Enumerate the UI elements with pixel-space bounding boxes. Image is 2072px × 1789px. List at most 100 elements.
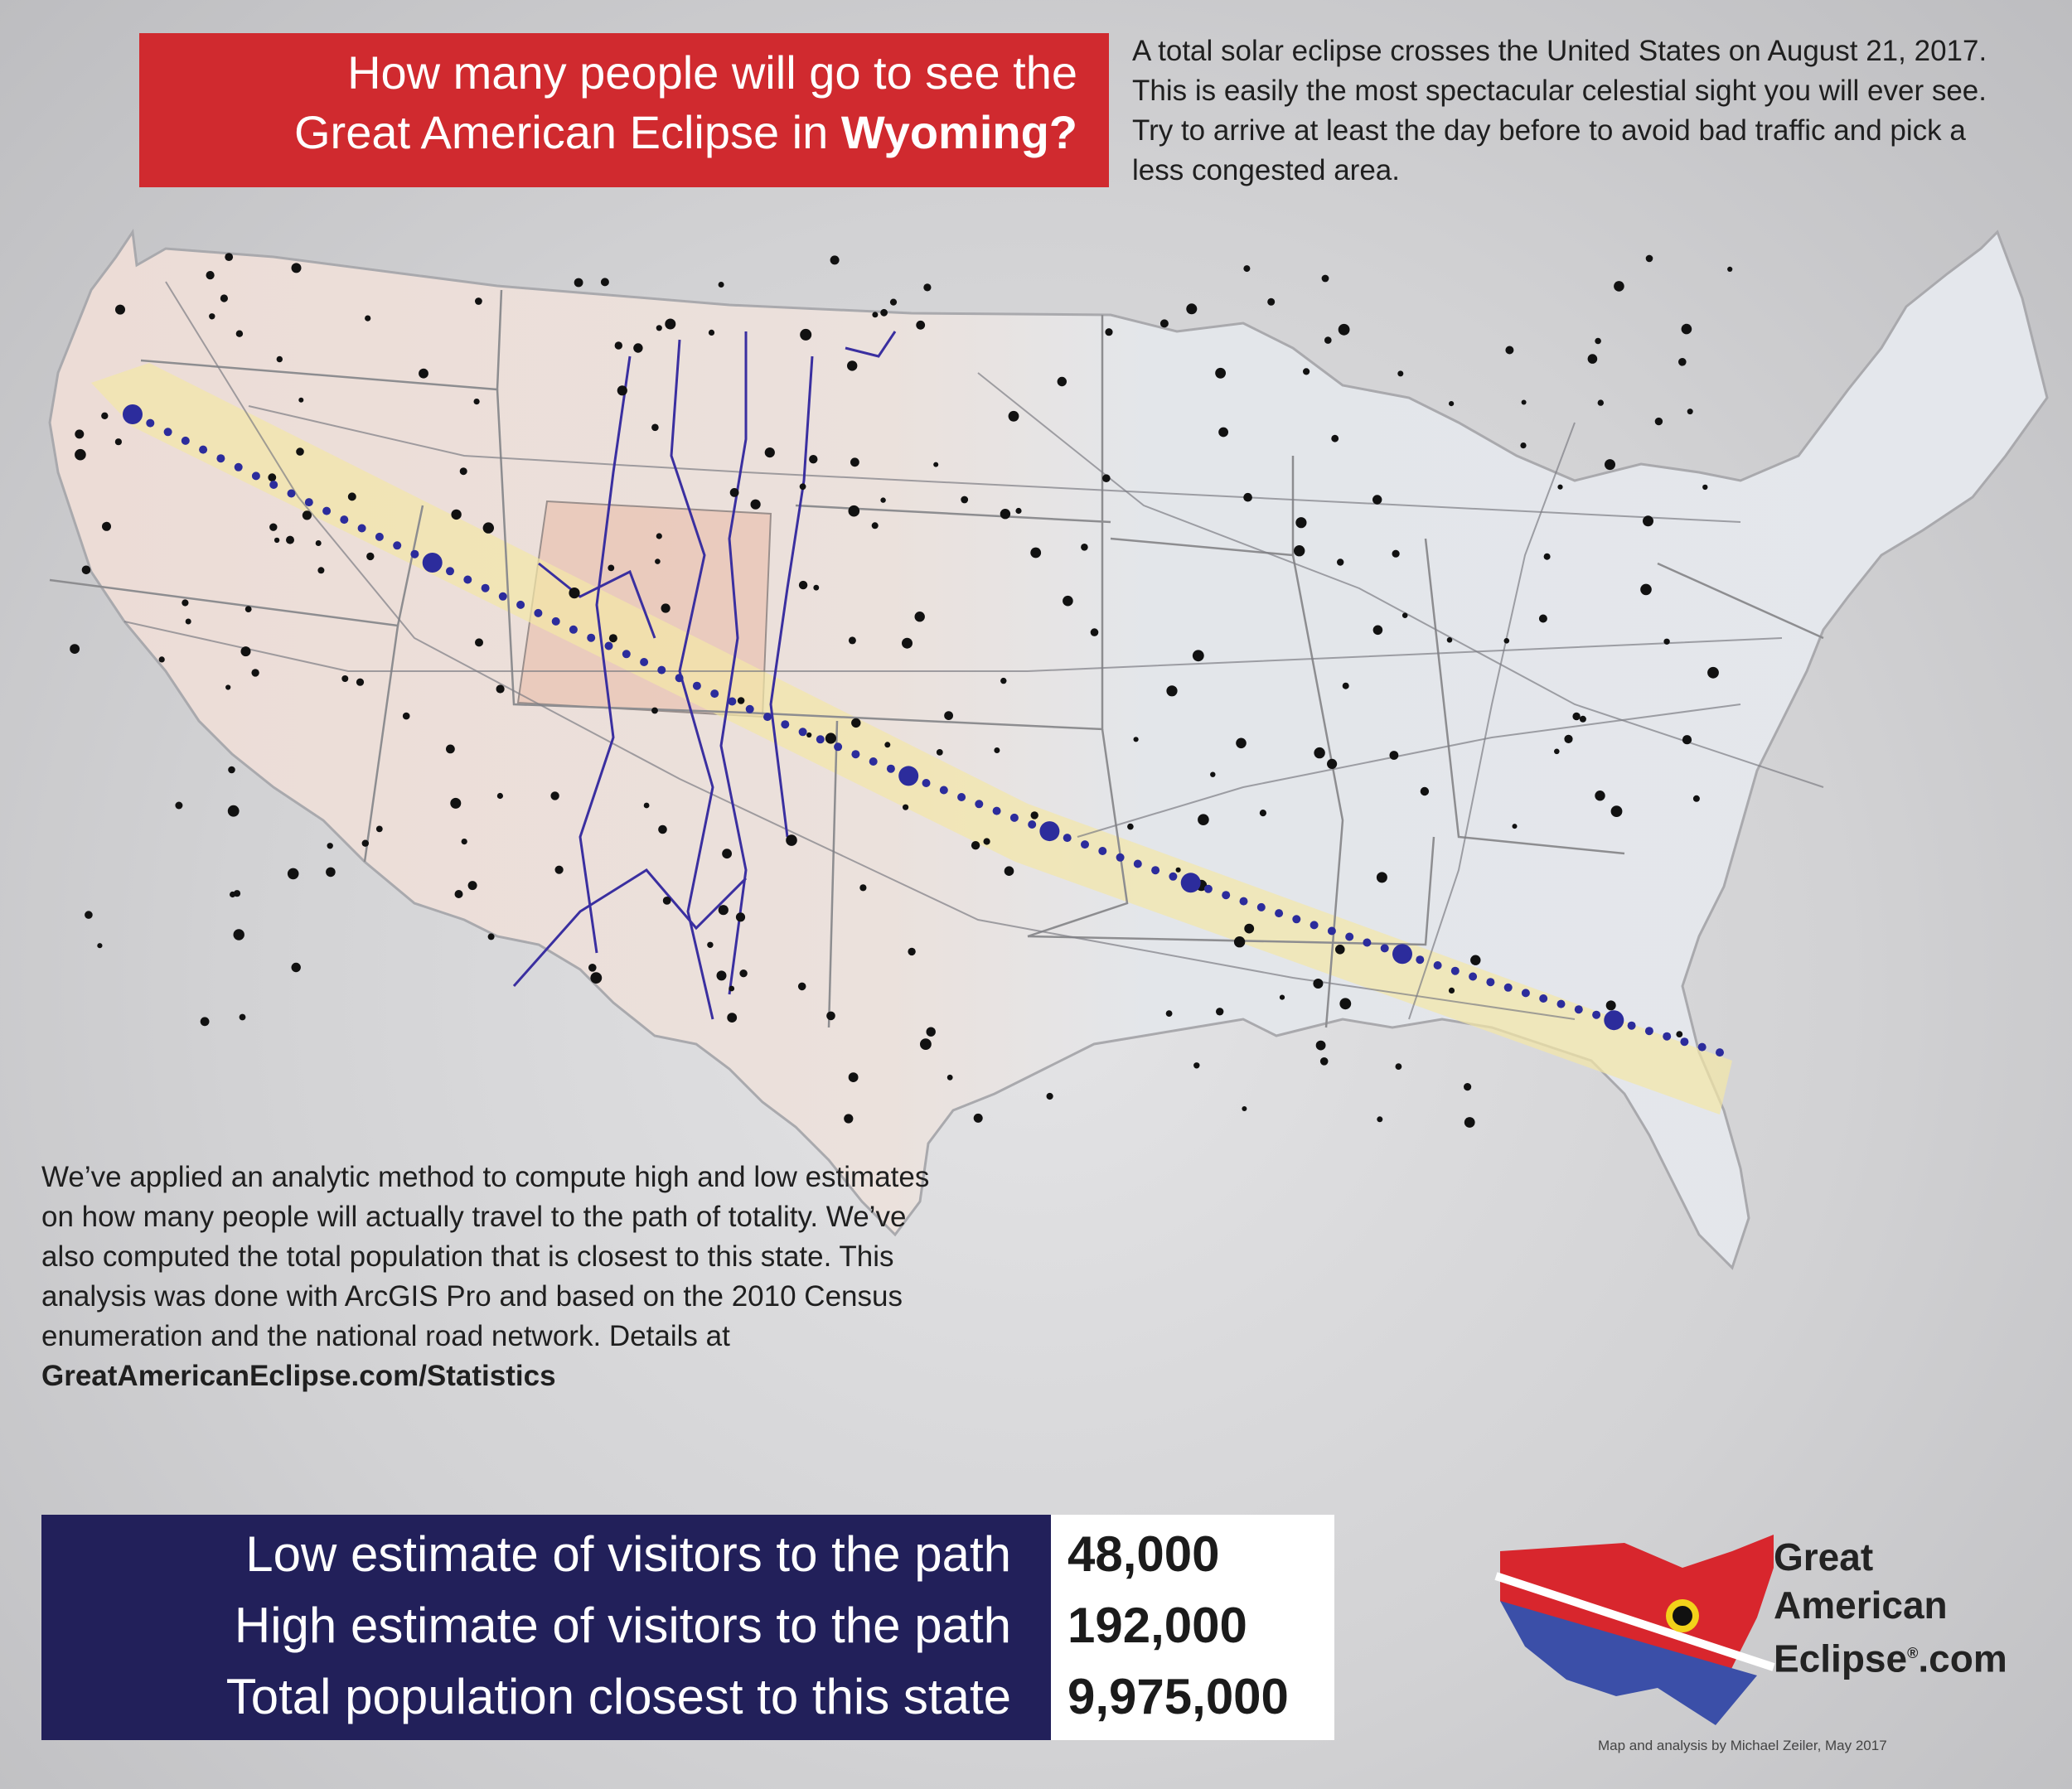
city-dot xyxy=(158,656,165,663)
city-dot xyxy=(496,684,505,694)
totality-path-dot xyxy=(1180,873,1201,893)
city-dot xyxy=(651,707,658,714)
city-dot xyxy=(1015,507,1022,515)
totality-path-dot xyxy=(604,641,613,650)
city-dot xyxy=(750,499,761,510)
totality-path-dot xyxy=(1680,1037,1689,1047)
city-dot xyxy=(707,941,714,948)
totality-path-dot xyxy=(251,471,260,481)
totality-path-dot xyxy=(1169,872,1178,881)
city-dot xyxy=(496,792,504,800)
city-dot xyxy=(1315,1040,1326,1051)
totality-path-dot xyxy=(340,515,349,525)
city-dot xyxy=(291,962,301,973)
city-dot xyxy=(994,747,1000,753)
totality-path-dot xyxy=(798,728,807,737)
totality-path-dot xyxy=(640,658,649,666)
totality-path-dot xyxy=(375,532,384,541)
city-dot xyxy=(798,580,808,590)
city-dot xyxy=(1008,410,1019,422)
city-dot xyxy=(809,455,818,464)
city-dot xyxy=(475,638,483,647)
totality-path-dot xyxy=(675,674,684,683)
city-dot xyxy=(482,522,494,534)
city-dot xyxy=(1587,354,1598,364)
city-dot xyxy=(287,868,299,880)
city-dot xyxy=(1520,442,1527,449)
city-dot xyxy=(302,510,312,520)
credit-text: Map and analysis by Michael Zeiler, May … xyxy=(1598,1738,1887,1753)
city-dot xyxy=(209,313,215,320)
stat-value-population: 9,975,000 xyxy=(1067,1669,1289,1724)
totality-path-dot xyxy=(869,757,878,766)
title-line-1: How many people will go to see the xyxy=(347,46,1077,99)
logo-map-icon xyxy=(1494,1535,1775,1725)
city-dot xyxy=(276,355,283,363)
city-dot xyxy=(239,1013,246,1021)
totality-path-dot xyxy=(898,766,919,786)
statistics-link[interactable]: GreatAmericanEclipse.com/Statistics xyxy=(41,1360,556,1392)
city-dot xyxy=(971,841,980,850)
city-dot xyxy=(1538,614,1547,623)
city-dot xyxy=(1692,795,1700,802)
totality-path-dot xyxy=(1239,897,1248,906)
totality-path-dot xyxy=(446,567,454,576)
city-dot xyxy=(903,804,909,810)
city-dot xyxy=(225,684,231,690)
totality-path-dot xyxy=(1521,989,1530,998)
totality-path-dot xyxy=(410,549,419,558)
city-dot xyxy=(1324,336,1332,344)
totality-path-dot xyxy=(975,800,984,809)
totality-path-dot xyxy=(1009,813,1019,822)
city-dot xyxy=(228,766,235,774)
city-dot xyxy=(850,457,859,467)
city-dot xyxy=(1572,712,1581,721)
city-dot xyxy=(235,330,244,337)
totality-path-dot xyxy=(1380,944,1389,953)
totality-path-dot xyxy=(1663,1032,1672,1041)
totality-path-dot xyxy=(269,481,278,489)
city-dot xyxy=(658,824,667,834)
totality-path-dot xyxy=(1039,821,1060,842)
city-dot xyxy=(1165,1010,1173,1017)
totality-path-dot xyxy=(957,793,966,801)
city-dot xyxy=(1663,638,1670,645)
city-dot xyxy=(1643,515,1653,527)
city-dot xyxy=(1327,758,1338,770)
city-dot xyxy=(1321,274,1329,283)
city-dot xyxy=(871,522,879,529)
city-dot xyxy=(487,933,495,940)
city-dot xyxy=(206,271,215,280)
city-dot xyxy=(1676,1031,1683,1037)
city-dot xyxy=(317,567,325,574)
totality-path-dot xyxy=(1627,1021,1636,1030)
totality-path-dot xyxy=(1116,853,1125,862)
city-dot xyxy=(1186,303,1198,315)
city-dot xyxy=(722,849,732,859)
city-dot xyxy=(656,325,662,331)
city-dot xyxy=(1503,638,1510,644)
city-dot xyxy=(1313,979,1324,989)
totality-path-dot xyxy=(1644,1027,1653,1036)
stat-label-population: Total population closest to this state xyxy=(225,1669,1011,1724)
totality-path-dot xyxy=(1556,999,1566,1008)
city-dot xyxy=(1133,737,1139,742)
city-dot xyxy=(1102,474,1111,482)
city-dot xyxy=(1557,484,1563,490)
city-dot xyxy=(1464,1083,1472,1091)
totality-path-dot xyxy=(393,541,402,550)
city-dot xyxy=(718,905,729,916)
city-dot xyxy=(451,509,462,520)
city-dot xyxy=(651,423,659,432)
city-dot xyxy=(872,312,879,318)
city-dot xyxy=(737,697,745,704)
totality-path-dot xyxy=(357,524,366,533)
city-dot xyxy=(70,644,80,654)
city-dot xyxy=(97,943,103,949)
totality-path-dot xyxy=(1203,884,1213,893)
city-dot xyxy=(315,540,322,546)
city-dot xyxy=(916,320,926,330)
logo-line-1: Great xyxy=(1774,1535,1874,1579)
city-dot xyxy=(1512,824,1518,829)
totality-path-dot xyxy=(1275,909,1284,918)
